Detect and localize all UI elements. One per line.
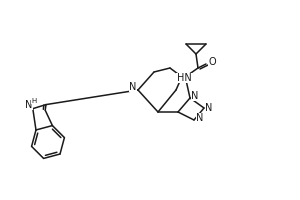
Text: N: N bbox=[196, 113, 204, 123]
Text: N: N bbox=[205, 103, 213, 113]
Text: O: O bbox=[208, 57, 216, 67]
Text: N: N bbox=[191, 91, 199, 101]
Text: HN: HN bbox=[177, 73, 191, 83]
Text: H: H bbox=[31, 98, 36, 104]
Text: N: N bbox=[129, 82, 137, 92]
Text: N: N bbox=[25, 100, 32, 110]
